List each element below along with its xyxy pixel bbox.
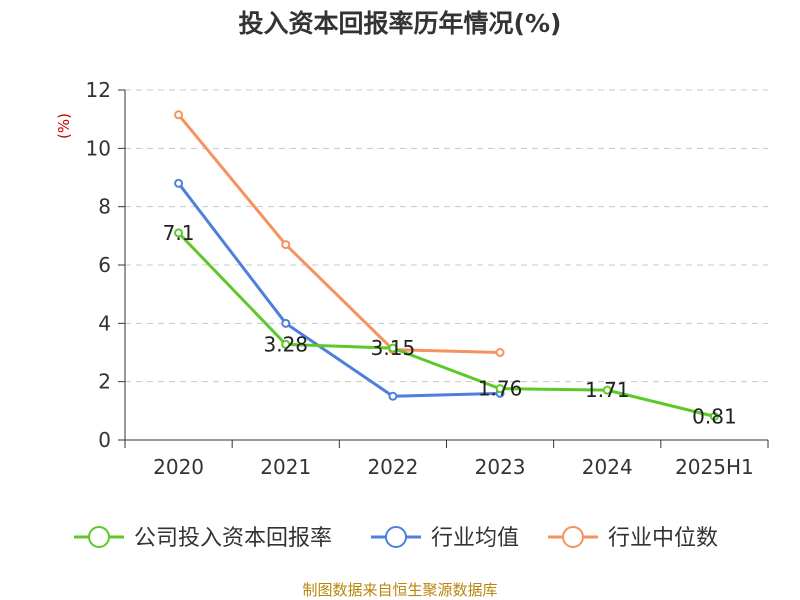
legend-label: 行业中位数 <box>608 526 718 551</box>
x-tick-label: 2023 <box>475 455 526 479</box>
x-tick-label: 2025H1 <box>675 455 754 479</box>
data-label: 7.1 <box>163 221 195 245</box>
legend-marker <box>562 526 584 548</box>
y-tick-label: 12 <box>86 78 111 102</box>
data-label: 1.71 <box>585 378 630 402</box>
data-point <box>709 411 719 421</box>
data-point <box>388 391 398 401</box>
y-axis-label: (%) <box>55 113 73 139</box>
series-line <box>177 231 715 418</box>
legend-item[interactable]: 公司投入资本回报率 <box>74 526 332 551</box>
data-point <box>602 385 612 395</box>
data-point <box>174 228 184 238</box>
legend-label: 公司投入资本回报率 <box>134 526 332 551</box>
y-tick-label: 8 <box>98 195 111 219</box>
axes: 0 2 4 6 8 10 12 (%) 2020 2021 2022 2023 2024 2025H1 <box>55 78 769 479</box>
data-labels: 7.1 3.28 3.15 1.76 1.71 0.81 <box>163 221 737 428</box>
data-point <box>281 318 291 328</box>
data-point <box>174 178 184 188</box>
chart-title: 投入资本回报率历年情况(%) <box>238 9 562 38</box>
data-label: 3.15 <box>371 336 416 360</box>
data-label: 1.76 <box>478 377 523 401</box>
legend-marker <box>88 526 110 548</box>
series-line <box>177 182 501 398</box>
legend-item[interactable]: 行业中位数 <box>548 526 718 551</box>
data-point <box>174 110 184 120</box>
legend-marker <box>385 526 407 548</box>
x-tick-label: 2024 <box>582 455 633 479</box>
y-tick-label: 0 <box>98 428 111 452</box>
data-point <box>388 343 398 353</box>
grid-lines <box>125 89 768 383</box>
data-point <box>495 348 505 357</box>
x-tick-label: 2022 <box>367 455 418 479</box>
x-tick-label: 2020 <box>153 455 204 479</box>
data-label: 0.81 <box>692 404 737 428</box>
y-tick-label: 6 <box>98 253 111 277</box>
source-note: 制图数据来自恒生聚源数据库 <box>302 581 498 599</box>
series-line <box>177 113 501 354</box>
legend-item[interactable]: 行业均值 <box>371 526 519 551</box>
y-tick-label: 10 <box>86 136 111 160</box>
series-lines <box>174 110 719 421</box>
data-point <box>281 240 291 250</box>
y-tick-label: 2 <box>98 370 111 394</box>
data-point <box>281 339 291 349</box>
data-label: 3.28 <box>263 332 308 356</box>
legend[interactable]: 公司投入资本回报率 行业均值 行业中位数 <box>74 526 718 551</box>
x-tick-label: 2021 <box>260 455 311 479</box>
legend-label: 行业均值 <box>431 526 519 551</box>
data-point <box>495 384 505 394</box>
y-tick-label: 4 <box>98 311 111 335</box>
